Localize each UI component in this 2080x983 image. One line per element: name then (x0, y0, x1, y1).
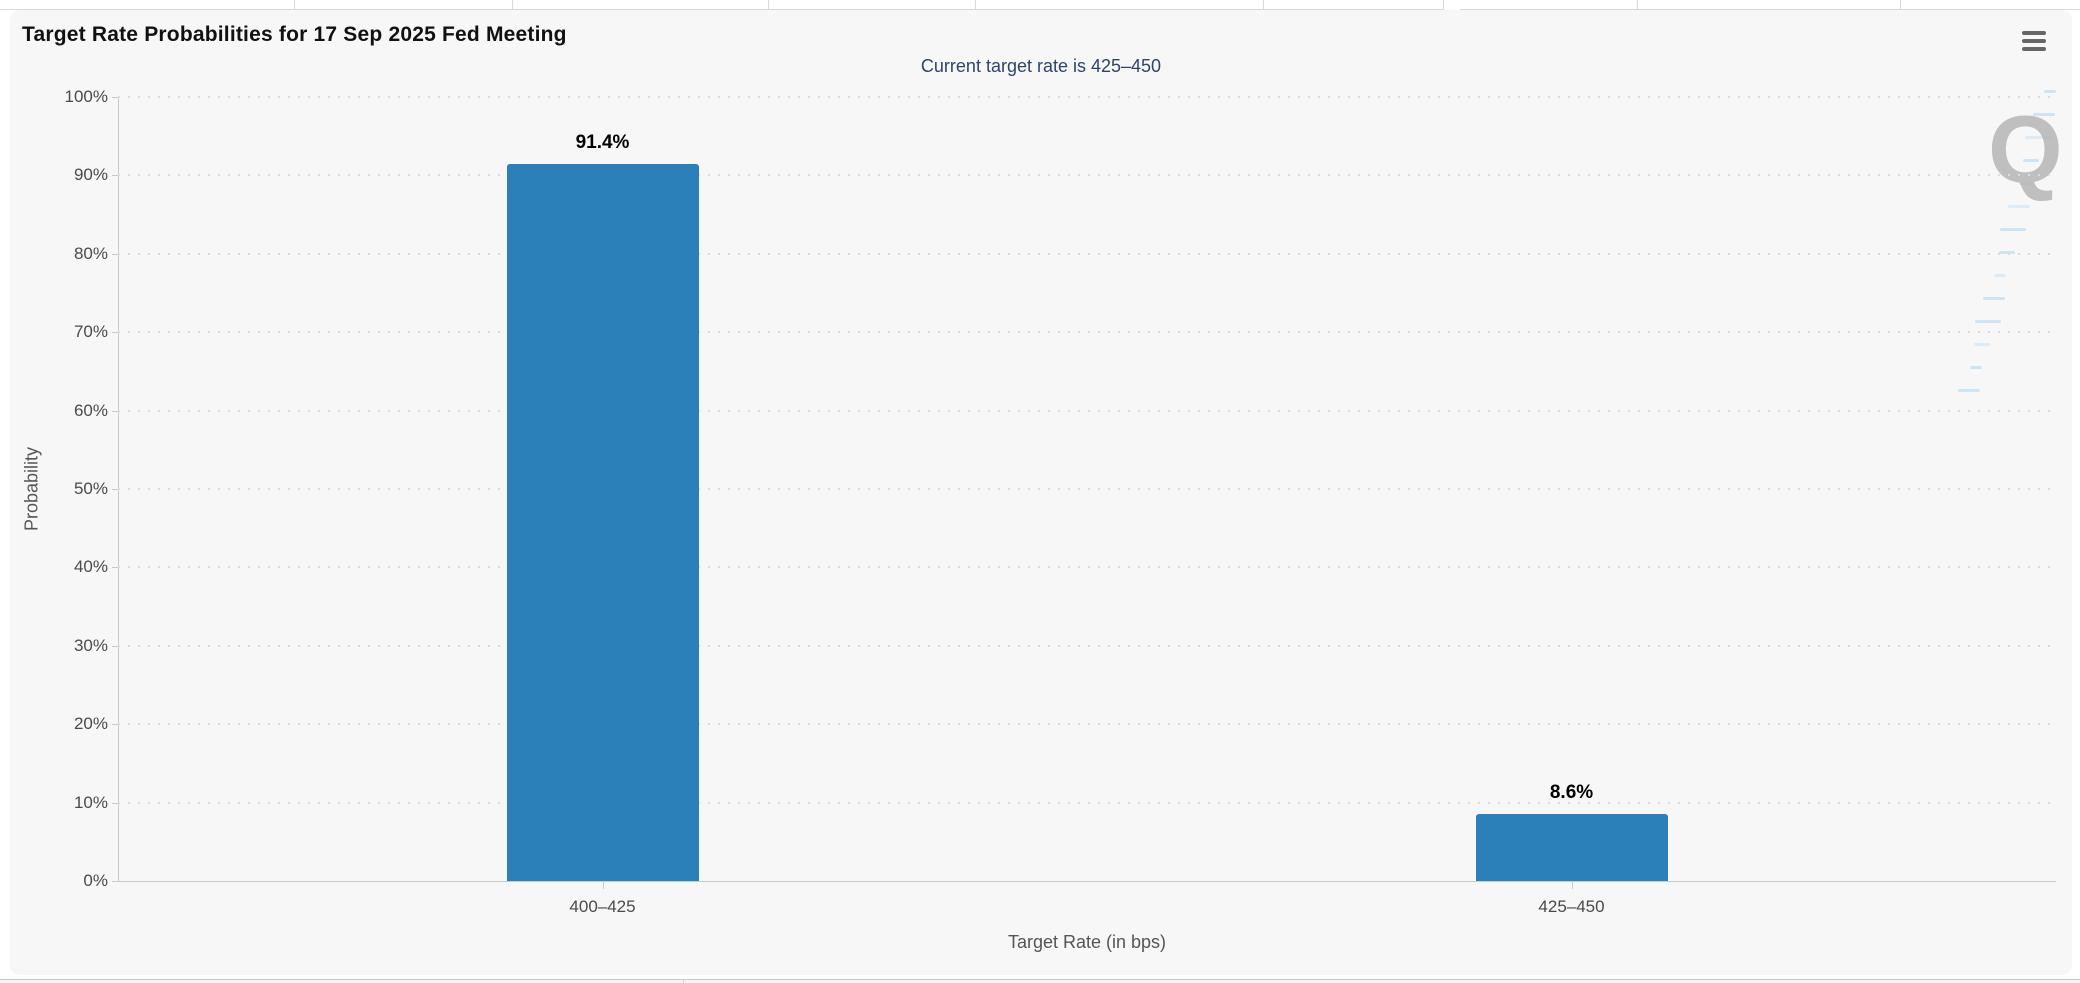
column-divider (294, 0, 295, 9)
y-axis-label: 60% (73, 400, 108, 420)
chart-panel: Target Rate Probabilities for 17 Sep 202… (10, 10, 2072, 975)
bar-data-label: 8.6% (1549, 781, 1594, 803)
gridline-20 (118, 723, 2056, 726)
y-tick (112, 253, 118, 255)
x-axis-label: 400–425 (569, 897, 636, 916)
y-axis-label: 20% (73, 714, 108, 734)
top-strip-left-table (0, 0, 1444, 10)
chart-title: Target Rate Probabilities for 17 Sep 202… (22, 23, 567, 46)
y-axis-label: 10% (73, 792, 108, 812)
hamburger-menu-icon[interactable] (2018, 26, 2050, 56)
logo-speed-line (2044, 90, 2056, 93)
column-divider (1637, 0, 1638, 9)
y-axis-label: 80% (73, 243, 108, 263)
y-tick (112, 802, 118, 804)
y-axis-label: 70% (73, 322, 108, 342)
gridline-90 (118, 174, 2056, 177)
y-axis-label: 90% (73, 165, 108, 185)
y-axis-label: 100% (64, 87, 108, 106)
y-axis-label: 40% (73, 557, 108, 577)
y-tick (112, 645, 118, 647)
gridline-70 (118, 331, 2056, 334)
gridline-10 (118, 801, 2056, 804)
column-divider (512, 0, 513, 9)
bar-data-label: 91.4% (575, 132, 630, 154)
gridline-100 (118, 96, 2056, 98)
gridline-80 (118, 252, 2056, 255)
y-tick (112, 175, 118, 177)
bar-400–425[interactable] (506, 164, 699, 881)
chart-subtitle: Current target rate is 425–450 (920, 56, 1162, 76)
y-axis-label: 50% (73, 479, 108, 498)
column-divider (1900, 0, 1901, 9)
column-divider (975, 0, 976, 9)
y-tick (112, 489, 118, 490)
y-tick (112, 567, 118, 569)
y-tick (112, 724, 118, 726)
plot-area: Probability Target Rate (in bps) 0% 10% 20… (22, 88, 2056, 952)
gridline-40 (118, 566, 2056, 569)
y-tick (112, 332, 118, 334)
y-tick (112, 97, 118, 98)
bottom-table-strip (0, 979, 2080, 983)
menu-bar (2022, 47, 2046, 51)
column-divider (768, 0, 769, 9)
top-strip-right-table (1460, 0, 2080, 10)
bar-425–450[interactable] (1475, 813, 1668, 881)
x-axis-line (118, 881, 2056, 882)
x-axis-title: Target Rate (in bps) (1007, 932, 1167, 952)
gridline-30 (118, 644, 2056, 647)
top-table-strip (0, 0, 2080, 10)
y-tick (112, 881, 118, 882)
gridline-50 (118, 488, 2056, 490)
x-tick (1571, 882, 1573, 889)
y-axis-label: 30% (73, 635, 108, 655)
y-axis-label: 0% (83, 871, 108, 890)
x-axis-label: 425–450 (1538, 897, 1605, 916)
x-tick (602, 882, 604, 889)
y-tick (112, 410, 118, 412)
menu-bar (2022, 31, 2046, 35)
column-divider (1263, 0, 1264, 9)
menu-bar (2022, 39, 2046, 43)
gridline-60 (118, 409, 2056, 412)
